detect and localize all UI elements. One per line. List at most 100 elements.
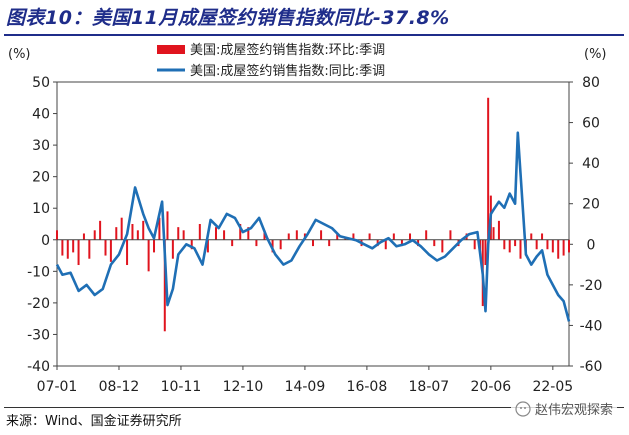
bar-mom bbox=[551, 239, 554, 253]
bar-mom bbox=[93, 230, 96, 240]
bar-mom bbox=[82, 233, 85, 240]
x-tick-label: 18-07 bbox=[409, 379, 450, 395]
bar-mom bbox=[214, 227, 217, 240]
bar-mom bbox=[508, 239, 511, 253]
bar-mom bbox=[368, 233, 371, 240]
plot-frame bbox=[56, 81, 570, 367]
x-tick-label: 14-09 bbox=[285, 379, 326, 395]
right-tick-label: 40 bbox=[582, 156, 600, 172]
x-tick-label: 22-05 bbox=[532, 379, 573, 395]
bar-mom bbox=[72, 239, 75, 253]
bar-mom bbox=[295, 230, 298, 240]
bar-mom bbox=[433, 239, 436, 247]
bar-mom bbox=[190, 239, 193, 250]
right-tick-label: 60 bbox=[582, 116, 600, 132]
bar-mom bbox=[487, 97, 490, 240]
wechat-icon bbox=[515, 400, 531, 417]
left-tick-label: -40 bbox=[27, 359, 50, 375]
footer-divider bbox=[4, 407, 624, 408]
left-tick-label: -20 bbox=[27, 296, 50, 312]
bar-mom bbox=[153, 239, 156, 253]
bar-mom bbox=[497, 220, 500, 240]
left-tick-label: 20 bbox=[32, 170, 50, 186]
bar-mom bbox=[147, 239, 150, 272]
legend-swatch-bar bbox=[157, 45, 185, 54]
bar-mom bbox=[115, 227, 118, 240]
bar-mom bbox=[492, 227, 495, 240]
bar-mom bbox=[255, 239, 258, 247]
bar-mom bbox=[171, 239, 174, 259]
bar-mom bbox=[223, 230, 226, 240]
left-tick-label: 10 bbox=[32, 201, 50, 217]
bar-mom bbox=[126, 239, 129, 266]
bar-mom bbox=[503, 239, 506, 250]
bar-mom bbox=[384, 239, 387, 250]
bar-mom bbox=[247, 227, 250, 240]
right-tick-label: 0 bbox=[587, 237, 596, 253]
bar-mom bbox=[231, 239, 234, 247]
bar-mom bbox=[336, 233, 339, 240]
bar-mom bbox=[99, 220, 102, 240]
bar-mom bbox=[88, 239, 91, 259]
watermark-badge: 赵伟宏观探索 bbox=[510, 398, 617, 419]
right-tick-label: -20 bbox=[580, 278, 603, 294]
x-tick-label: 08-12 bbox=[99, 379, 140, 395]
bar-mom bbox=[158, 217, 161, 240]
watermark-text: 赵伟宏观探索 bbox=[534, 403, 613, 418]
right-tick-label: 80 bbox=[582, 75, 600, 91]
bar-mom bbox=[535, 239, 538, 250]
bar-mom bbox=[131, 224, 134, 240]
bar-mom bbox=[400, 239, 403, 247]
bar-mom bbox=[568, 239, 570, 253]
chart-area: -40 -30 -20 -10 0 10 20 30 40 50 -60 -40 -20 0 20 40 60… bbox=[8, 42, 607, 395]
bar-mom bbox=[104, 239, 107, 256]
bar-mom bbox=[441, 239, 444, 253]
bar-mom bbox=[392, 233, 395, 240]
bar-mom bbox=[541, 233, 544, 240]
bar-mom bbox=[320, 230, 323, 240]
right-tick-label: 20 bbox=[582, 197, 600, 213]
bar-mom bbox=[109, 239, 112, 262]
title-divider bbox=[4, 34, 624, 36]
x-tick-label: 16-08 bbox=[347, 379, 388, 395]
source-note: 来源：Wind、国金证券研究所 bbox=[6, 414, 182, 429]
bar-mom bbox=[61, 239, 64, 256]
line-yoy bbox=[55, 131, 571, 322]
bar-mom bbox=[352, 233, 355, 240]
right-tick-label: -60 bbox=[580, 359, 603, 375]
x-tick-label: 10-11 bbox=[161, 379, 202, 395]
bar-mom bbox=[409, 233, 412, 240]
left-tick-label: 30 bbox=[32, 138, 50, 154]
legend-label-line: 美国:成屋签约销售指数:同比:季调 bbox=[190, 63, 385, 79]
bar-mom bbox=[279, 239, 282, 250]
x-tick-label: 12-10 bbox=[223, 379, 264, 395]
left-tick-label: -10 bbox=[27, 264, 50, 280]
bar-mom bbox=[206, 239, 209, 253]
chart-title: 图表10：美国11月成屋签约销售指数同比-37.8% bbox=[6, 7, 450, 29]
bar-mom bbox=[77, 239, 80, 266]
right-tick-label: -40 bbox=[580, 318, 603, 334]
bar-mom bbox=[425, 230, 428, 240]
legend-label-bar: 美国:成屋签约销售指数:环比:季调 bbox=[190, 42, 385, 58]
bar-mom bbox=[166, 211, 169, 240]
bar-mom bbox=[136, 230, 139, 240]
bar-mom bbox=[239, 224, 242, 240]
bar-mom bbox=[66, 239, 69, 259]
bar-mom bbox=[557, 239, 560, 259]
bar-mom bbox=[328, 239, 331, 247]
left-tick-label: 50 bbox=[32, 75, 50, 91]
bar-mom bbox=[312, 239, 314, 247]
bar-mom bbox=[546, 239, 549, 250]
bar-mom bbox=[449, 230, 452, 240]
left-axis-unit: (%) bbox=[8, 47, 31, 62]
bar-mom bbox=[142, 220, 145, 240]
left-tick-label: 0 bbox=[41, 233, 50, 249]
bar-mom bbox=[120, 217, 123, 240]
bar-mom bbox=[198, 224, 201, 240]
bar-mom bbox=[287, 233, 290, 240]
x-tick-label: 07-01 bbox=[37, 379, 78, 395]
bar-mom bbox=[177, 227, 180, 240]
bar-mom bbox=[182, 230, 185, 240]
bar-mom bbox=[56, 230, 58, 240]
bar-mom bbox=[514, 239, 517, 247]
